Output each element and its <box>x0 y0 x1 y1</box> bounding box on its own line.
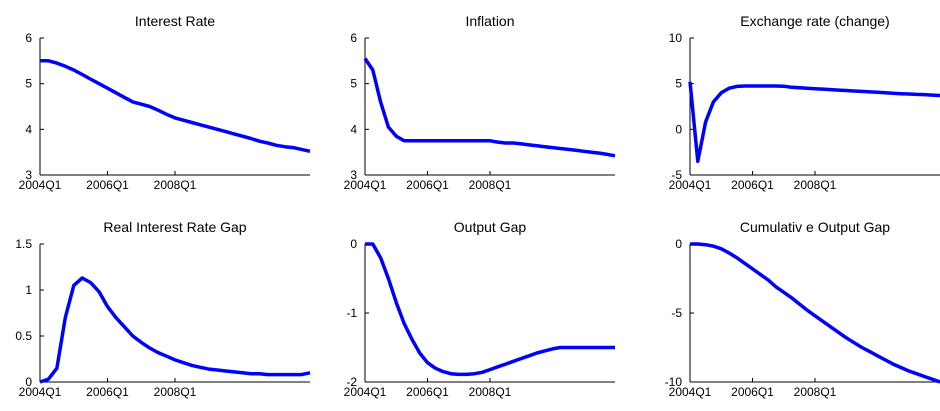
x-tick-label: 2006Q1 <box>406 178 449 192</box>
series-line <box>688 81 940 164</box>
y-tick-label: 6 <box>25 31 32 45</box>
x-tick-label: 2004Q1 <box>344 385 387 399</box>
chart-title: Interest Rate <box>135 13 215 29</box>
panel-output-gap: Output Gap -2 -1 0 2004Q1 2006Q1 2008Q1 <box>344 219 615 399</box>
x-tick-label: 2006Q1 <box>86 385 129 399</box>
x-tick-label: 2008Q1 <box>794 385 837 399</box>
y-tick-label: 4 <box>350 122 357 136</box>
series-line <box>690 242 940 384</box>
y-tick-label: -10 <box>665 375 683 389</box>
y-tick-label: 10 <box>669 31 683 45</box>
y-tick-label: 0 <box>675 237 682 251</box>
y-tick-label: -2 <box>346 375 357 389</box>
y-tick-label: 0.5 <box>15 329 32 343</box>
x-tick-label: 2008Q1 <box>469 178 512 192</box>
chart-title: Exchange rate (change) <box>740 13 889 29</box>
x-tick-label: 2006Q1 <box>731 178 774 192</box>
y-tick-label: -5 <box>671 306 682 320</box>
chart-title: Cumulativ e Output Gap <box>740 219 890 235</box>
x-tick-label: 2004Q1 <box>669 178 712 192</box>
chart-title: Inflation <box>465 13 514 29</box>
x-tick-label: 2006Q1 <box>731 385 774 399</box>
x-tick-label: 2008Q1 <box>794 178 837 192</box>
series-line <box>39 276 311 384</box>
chart-title: Real Interest Rate Gap <box>103 219 246 235</box>
x-tick-label: 2008Q1 <box>469 385 512 399</box>
y-tick-label: 6 <box>350 31 357 45</box>
panel-real-interest-rate-gap: Real Interest Rate Gap 0 0.5 1 1.5 2004Q1 2006… <box>15 219 311 399</box>
x-tick-label: 2008Q1 <box>154 178 197 192</box>
y-tick-label: 1 <box>25 283 32 297</box>
panel-exchange-rate-change: Exchange rate (change) -5 0 5 10 2004Q1 2006Q1… <box>669 13 940 192</box>
chart-title: Output Gap <box>454 219 527 235</box>
y-tick-label: -1 <box>346 306 357 320</box>
y-tick-label: 5 <box>675 77 682 91</box>
y-tick-label: 0 <box>25 375 32 389</box>
x-tick-label: 2004Q1 <box>344 178 387 192</box>
panel-cumulativ-e-output-gap: Cumulativ e Output Gap -10 -5 0 2004Q1 2006Q1… <box>665 219 940 399</box>
y-tick-label: 4 <box>25 122 32 136</box>
series-line <box>363 57 616 158</box>
y-tick-label: -5 <box>671 168 682 182</box>
panel-inflation: Inflation 3 4 5 6 2004Q1 2006Q1 2008Q1 <box>344 13 616 192</box>
x-tick-label: 2006Q1 <box>86 178 129 192</box>
y-tick-label: 0 <box>675 122 682 136</box>
y-tick-label: 5 <box>25 77 32 91</box>
y-tick-label: 5 <box>350 77 357 91</box>
x-tick-label: 2008Q1 <box>154 385 197 399</box>
y-tick-label: 3 <box>350 168 357 182</box>
y-tick-label: 3 <box>25 168 32 182</box>
x-tick-label: 2006Q1 <box>406 385 449 399</box>
series-line <box>40 59 311 154</box>
y-tick-label: 1.5 <box>15 237 32 251</box>
panel-interest-rate: Interest Rate 3 4 5 6 2004Q1 2006Q1 2008Q1 <box>19 13 311 192</box>
series-line <box>365 242 615 377</box>
x-tick-label: 2004Q1 <box>19 178 62 192</box>
y-tick-label: 0 <box>350 237 357 251</box>
x-tick-label: 2004Q1 <box>669 385 712 399</box>
x-tick-label: 2004Q1 <box>19 385 62 399</box>
